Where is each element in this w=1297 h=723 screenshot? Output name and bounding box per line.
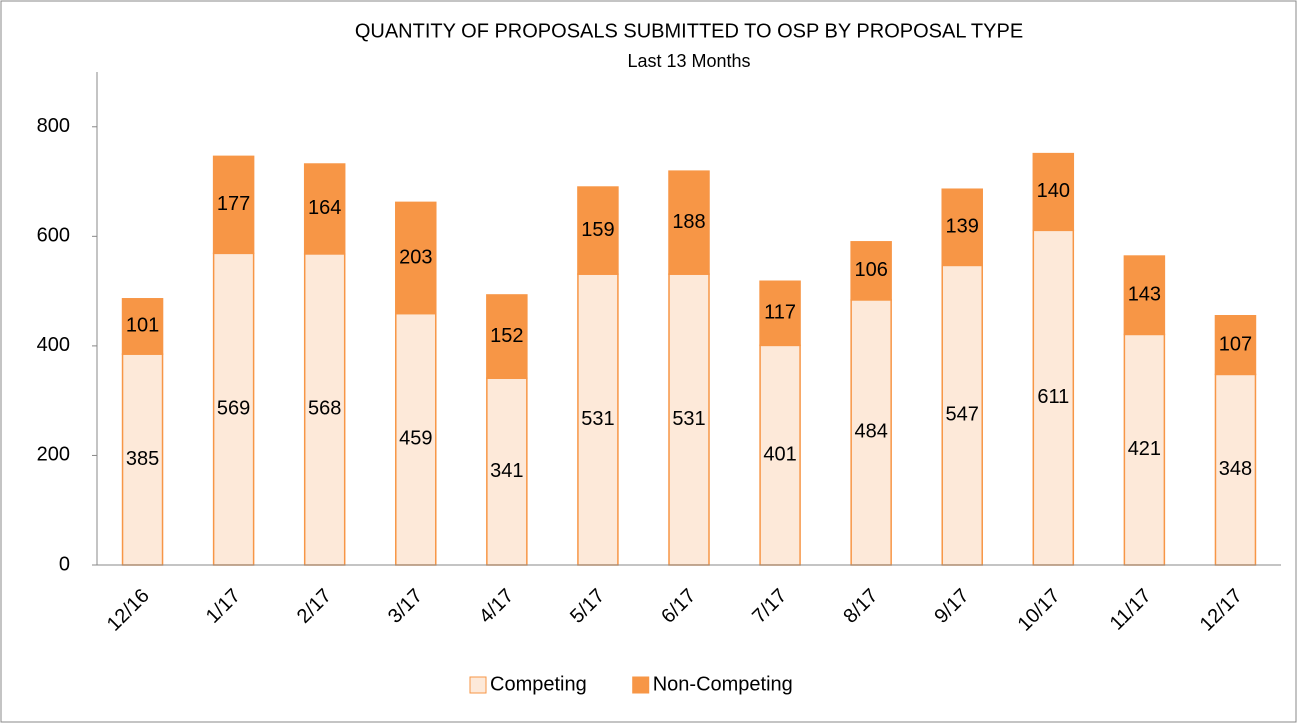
bar-segment (212, 155, 255, 255)
bar-segment (303, 163, 346, 255)
data-label: 459 (399, 428, 432, 450)
data-label: 385 (126, 448, 159, 470)
bar-segment (121, 298, 164, 355)
data-label: 139 (946, 216, 979, 238)
data-label: 188 (672, 211, 705, 233)
chart-subtitle: Last 13 Months (627, 51, 750, 71)
data-label: 348 (1219, 458, 1252, 480)
bar-segment (1214, 315, 1257, 376)
data-label: 547 (946, 403, 979, 425)
data-label: 421 (1128, 438, 1161, 460)
data-label: 341 (490, 460, 523, 482)
chart-title: QUANTITY OF PROPOSALS SUBMITTED TO OSP B… (355, 20, 1023, 42)
data-label: 152 (490, 325, 523, 347)
bar-segment (395, 201, 437, 315)
data-label: 531 (672, 408, 705, 430)
bar-segment (486, 294, 528, 379)
data-label: 611 (1037, 386, 1069, 408)
data-label: 101 (126, 315, 159, 337)
y-tick-label: 0 (59, 553, 70, 575)
bar-segment (759, 280, 801, 347)
data-label: 568 (308, 398, 341, 420)
data-label: 117 (764, 302, 796, 324)
y-tick-label: 600 (37, 225, 70, 247)
bar-segment (850, 241, 892, 301)
bar-segment (1123, 255, 1166, 336)
bar-segment (577, 186, 619, 275)
bar-segment (1032, 229, 1075, 566)
bar-segment (941, 188, 983, 267)
data-label: 484 (854, 421, 887, 443)
data-label: 569 (217, 397, 250, 419)
data-label: 401 (763, 443, 796, 465)
data-label: 106 (854, 259, 887, 281)
legend-label: Non-Competing (653, 673, 793, 695)
data-label: 140 (1037, 180, 1070, 202)
y-tick-label: 800 (37, 115, 70, 137)
data-label: 177 (217, 193, 250, 215)
data-label: 203 (399, 246, 432, 268)
bar-segment (1032, 152, 1075, 232)
bar-segment (486, 377, 528, 566)
data-label: 164 (308, 197, 341, 219)
legend-swatch (469, 676, 487, 694)
data-label: 107 (1219, 333, 1252, 355)
bar-segment (1214, 373, 1257, 566)
y-tick-label: 200 (37, 444, 70, 466)
data-label: 531 (581, 408, 614, 430)
data-label: 159 (581, 219, 614, 241)
legend-label: Competing (490, 673, 587, 695)
bar-segment (668, 273, 710, 566)
bar-segment (668, 170, 710, 275)
data-label: 143 (1128, 284, 1161, 306)
y-tick-label: 400 (37, 334, 70, 356)
legend-swatch (632, 676, 650, 694)
